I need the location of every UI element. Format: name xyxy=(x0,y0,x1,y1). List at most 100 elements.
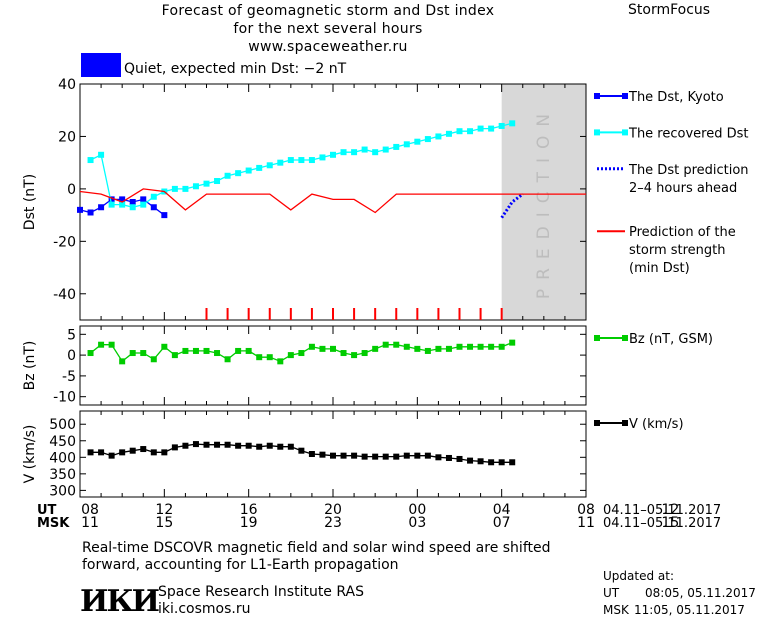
panel-0-series-3-line xyxy=(79,188,586,214)
panel-2-series-0-point xyxy=(182,442,189,449)
panel-2-series-0-point xyxy=(108,452,115,459)
panel-2-series-0-point xyxy=(361,453,368,460)
ut-tick-label: 16 xyxy=(240,502,258,518)
panel-2-series-0-point xyxy=(351,452,358,459)
legend-1-0-label: Bz (nT, GSM) xyxy=(629,332,713,347)
panel-0-series-1-point xyxy=(351,149,358,156)
panel-0-series-1-point xyxy=(171,185,178,192)
panel-0-series-1-point xyxy=(509,120,516,127)
panel-2-series-0-point xyxy=(435,454,442,461)
panel-0-series-1-point xyxy=(340,149,347,156)
panel-2-series-0-point xyxy=(382,453,389,460)
legend-0-0-marker xyxy=(622,93,628,99)
panel-1-series-0-point xyxy=(340,350,347,357)
panel-0-series-1-point xyxy=(403,141,410,148)
institute-site[interactable]: iki.cosmos.ru xyxy=(158,601,251,617)
panel-1-series-0-point xyxy=(382,341,389,348)
panel-1-series-0-point xyxy=(424,347,431,354)
panel-1-series-0-point xyxy=(351,352,358,359)
legend-0-0-label: The Dst, Kyoto xyxy=(628,90,724,105)
panel-2-series-0-point xyxy=(277,443,284,450)
panel-1-series-0-point xyxy=(403,343,410,350)
panel-2-series-0-point xyxy=(298,447,305,454)
panel-2-series-0-point xyxy=(393,453,400,460)
panel-0-series-1-point xyxy=(214,178,221,185)
panel-2-ytick-label: 350 xyxy=(49,467,76,483)
panel-1-series-0-point xyxy=(224,356,231,363)
msk-tick-label: 07 xyxy=(493,515,511,531)
panel-0-series-1-point xyxy=(119,201,126,208)
msk-axis-label: MSK xyxy=(37,516,70,531)
institute-name: Space Research Institute RAS xyxy=(158,584,364,600)
msk-tick-label: 03 xyxy=(408,515,426,531)
panel-2-series-0-point xyxy=(245,442,252,449)
msk-tick-label: 11 xyxy=(81,515,99,531)
panel-2-series-0-point xyxy=(171,444,178,451)
panel-2-series-0-point xyxy=(488,459,495,466)
panel-0-series-1-point xyxy=(467,128,474,135)
panel-1-series-0-point xyxy=(393,341,400,348)
ut-date-range: 04.11–05.11.2017 xyxy=(603,503,721,518)
panel-1-series-0-point xyxy=(182,347,189,354)
panel-1-series-0-point xyxy=(372,345,379,352)
panel-0-series-1-point xyxy=(298,157,305,164)
updated-ut: 08:05, 05.11.2017 xyxy=(645,586,756,600)
panel-2-series-0-point xyxy=(414,452,421,459)
panel-2-series-0-point xyxy=(403,452,410,459)
panel-0-series-1-point xyxy=(435,133,442,140)
panel-1-series-0-point xyxy=(98,341,105,348)
legend-0-3-label: (min Dst) xyxy=(629,261,690,276)
panel-0-series-1-point xyxy=(256,164,263,171)
chart-title-line2: for the next several hours xyxy=(233,21,423,37)
panel-0-series-1-point xyxy=(224,172,231,179)
panel-0-series-1-point xyxy=(445,130,452,137)
panel-1-series-0-point xyxy=(488,343,495,350)
panel-2-series-0-point xyxy=(224,441,231,448)
panel-2-series-0-point xyxy=(266,442,273,449)
legend-0-1-marker xyxy=(622,129,628,136)
source-url[interactable]: www.spaceweather.ru xyxy=(248,39,408,55)
panel-1-series-0-point xyxy=(214,350,221,357)
legend-2-0-label: V (km/s) xyxy=(629,417,684,432)
panel-1-series-0-point xyxy=(298,350,305,357)
panel-0-series-1-point xyxy=(361,146,368,153)
legend-0-3-label: Prediction of the xyxy=(629,225,736,240)
panel-2-series-0-point xyxy=(119,449,126,456)
panel-1-series-0-point xyxy=(119,358,126,365)
panel-2-series-0-point xyxy=(214,441,221,448)
panel-1-series-0-point xyxy=(203,347,210,354)
msk-date-range: 04.11–05.11.2017 xyxy=(603,516,721,531)
panel-0-series-1-point xyxy=(414,138,421,145)
panel-0-series-1-point xyxy=(98,151,105,158)
panel-1-series-0-point xyxy=(414,345,421,352)
panel-1-series-0-point xyxy=(256,354,263,361)
legend-1-0-marker xyxy=(622,335,628,341)
panel-0-series-1-point xyxy=(372,149,379,156)
footer-note-line2: forward, accounting for L1-Earth propaga… xyxy=(82,557,399,573)
panel-0-series-1-point xyxy=(498,122,505,129)
panel-2-series-0-point xyxy=(150,449,157,456)
panel-1-series-0-point xyxy=(140,350,147,357)
panel-1-series-0-point xyxy=(235,347,242,354)
panel-0-series-1-point xyxy=(266,162,273,169)
panel-1-series-0-point xyxy=(456,343,463,350)
panel-2-series-0-point xyxy=(424,452,431,459)
legend-2-0-marker xyxy=(622,420,628,426)
legend-0-3-label: storm strength xyxy=(629,243,726,258)
legend-0-1-label: The recovered Dst xyxy=(628,126,748,141)
panel-2-series-0-point xyxy=(456,455,463,462)
panel-2-series-0-point xyxy=(129,447,136,454)
updated-msk-label: MSK xyxy=(603,603,629,617)
panel-0-ytick-label: -40 xyxy=(53,287,76,303)
brand-name: StormFocus xyxy=(628,2,711,18)
iki-logo: ИКИ xyxy=(80,584,160,619)
panel-1-series-0-point xyxy=(161,343,168,350)
legend-0-2-label: The Dst prediction xyxy=(628,163,749,178)
panel-0-series-1-point xyxy=(287,157,294,164)
panel-0-series-1-point xyxy=(308,157,315,164)
panel-0-series-1-point xyxy=(382,146,389,153)
panel-0-series-0-point xyxy=(129,199,136,205)
panel-0-series-1-point xyxy=(424,136,431,143)
panel-0-series-0-point xyxy=(140,196,147,203)
